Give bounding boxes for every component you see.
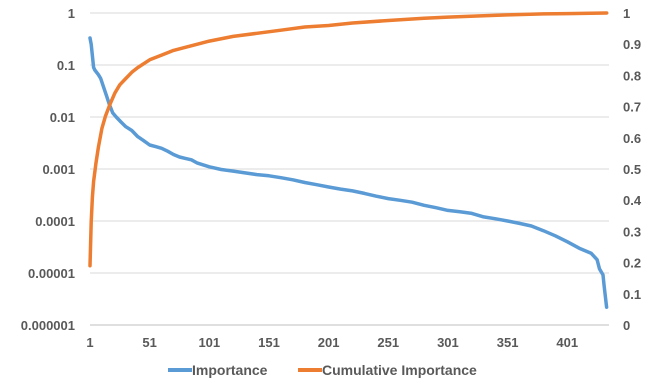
y-left-tick-label: 0.00001 [28,266,75,281]
plot-area [88,11,609,309]
legend-label: Importance [192,362,268,378]
y-right-tick-label: 0.9 [623,37,641,52]
legend: Importance Cumulative Importance [168,362,477,378]
x-tick-label: 151 [258,335,280,350]
y-right-tick-label: 0.4 [623,193,642,208]
y-right-tick-label: 0.7 [623,100,641,115]
x-tick-label: 301 [437,335,459,350]
y-right-tick-label: 0.1 [623,287,641,302]
y-right-tick-label: 1 [623,6,630,21]
legend-label: Cumulative Importance [322,362,477,378]
y-right-tick-label: 0.5 [623,162,641,177]
y-left-tick-label: 0.1 [57,58,75,73]
x-tick-label: 1 [86,335,93,350]
x-tick-label: 51 [142,335,156,350]
y-left-tick-label: 0.000001 [21,318,75,333]
series-line-2 [88,11,609,268]
x-tick-label: 101 [198,335,220,350]
y-left-tick-label: 0.001 [42,162,75,177]
y-left-tick-label: 0.01 [50,110,75,125]
x-tick-label: 351 [497,335,519,350]
y-axis-left: 1 0.1 0.01 0.001 0.0001 0.00001 0.000001 [21,6,75,333]
x-tick-label: 401 [556,335,578,350]
y-right-tick-label: 0.8 [623,68,641,83]
y-axis-right: 1 0.9 0.8 0.7 0.6 0.5 0.4 0.3 0.2 0.1 0 [623,6,642,333]
y-right-tick-label: 0.6 [623,131,641,146]
x-axis: 1 51 101 151 201 251 301 351 401 [86,324,609,350]
x-tick-label: 251 [377,335,399,350]
y-left-tick-label: 0.0001 [35,214,75,229]
y-right-tick-label: 0.2 [623,256,641,271]
y-right-tick-label: 0 [623,318,630,333]
series-line-1 [88,36,609,309]
gridlines [90,12,609,326]
x-tick-label: 201 [318,335,340,350]
y-left-tick-label: 1 [68,6,75,21]
y-right-tick-label: 0.3 [623,224,641,239]
